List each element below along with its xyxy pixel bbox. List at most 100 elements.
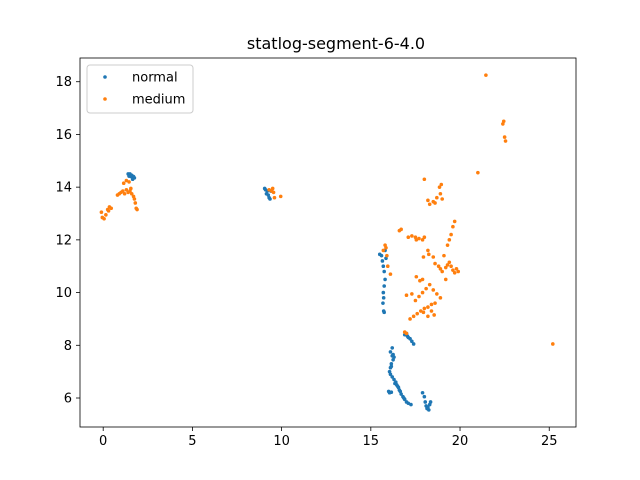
axes: 0 5 10 15 20 25 6 8 10 12 14 16 18: [55, 57, 577, 449]
point-medium-66: [442, 253, 446, 258]
point-medium-80: [433, 301, 437, 305]
point-normal-24: [381, 296, 386, 300]
point-medium-56: [438, 267, 443, 271]
point-normal-53: [406, 401, 411, 406]
point-medium-82: [417, 294, 421, 299]
point-normal-18: [380, 259, 385, 263]
point-normal-20: [382, 269, 387, 274]
axes-frame: [79, 57, 577, 428]
point-medium-45: [422, 235, 427, 240]
point-medium-71: [452, 219, 457, 224]
point-medium-84: [424, 286, 428, 291]
y-tick-label-1: 8: [64, 339, 72, 354]
point-medium-111: [502, 135, 507, 139]
point-medium-65: [456, 269, 461, 274]
point-medium-30: [278, 194, 283, 199]
point-normal-25: [381, 301, 385, 305]
point-medium-79: [429, 302, 434, 307]
chart-title: statlog-segment-6-4.0: [247, 34, 425, 53]
point-medium-13: [124, 187, 129, 192]
point-normal-6: [127, 174, 131, 178]
point-medium-24: [127, 180, 131, 184]
point-normal-54: [409, 402, 413, 407]
point-medium-34: [385, 253, 389, 258]
point-medium-37: [383, 243, 387, 247]
point-normal-7: [130, 177, 135, 182]
point-medium-36: [388, 272, 393, 276]
x-tick-label-4: 20: [452, 434, 469, 449]
point-medium-88: [438, 296, 443, 300]
point-medium-106: [404, 331, 409, 336]
point-medium-58: [443, 265, 448, 270]
point-medium-70: [451, 224, 455, 229]
point-medium-99: [438, 191, 443, 196]
point-medium-75: [415, 311, 420, 316]
x-tick-label-1: 5: [188, 434, 196, 449]
point-medium-103: [439, 182, 444, 187]
y-tick-label-2: 10: [55, 286, 72, 301]
y-tick-label-0: 6: [64, 392, 72, 407]
point-medium-12: [122, 191, 127, 196]
point-medium-73: [408, 317, 412, 321]
point-medium-49: [420, 277, 425, 282]
point-normal-33: [410, 339, 414, 344]
legend-label-medium: medium: [132, 93, 185, 108]
point-medium-50: [421, 255, 426, 259]
point-medium-76: [418, 309, 423, 313]
point-normal-60: [398, 389, 403, 394]
point-normal-64: [389, 390, 394, 395]
point-normal-59: [396, 385, 401, 390]
point-medium-46: [414, 238, 419, 242]
point-medium-77: [422, 306, 427, 311]
point-medium-57: [440, 269, 444, 274]
point-normal-23: [381, 290, 386, 295]
point-medium-67: [445, 243, 450, 247]
point-medium-112: [503, 139, 508, 143]
point-medium-31: [270, 186, 275, 191]
point-medium-16: [129, 191, 134, 196]
point-medium-0: [99, 210, 104, 214]
point-medium-32: [381, 248, 386, 253]
point-normal-37: [388, 350, 393, 354]
point-normal-21: [383, 277, 387, 282]
legend-marker-normal: [103, 75, 107, 79]
point-medium-21: [135, 207, 139, 212]
point-medium-91: [429, 309, 434, 313]
legend-label-normal: normal: [132, 71, 178, 86]
x-tick-label-0: 0: [99, 434, 107, 449]
point-medium-54: [433, 261, 437, 266]
point-medium-19: [133, 201, 138, 205]
point-normal-45: [392, 377, 396, 382]
point-medium-59: [445, 263, 450, 267]
point-medium-87: [435, 292, 439, 296]
legend: normal medium: [86, 64, 194, 114]
y-tick-label-6: 18: [55, 75, 72, 90]
legend-box: [86, 64, 194, 114]
point-medium-92: [432, 313, 436, 317]
point-normal-22: [382, 284, 387, 288]
point-medium-22: [121, 181, 126, 185]
series-normal: [126, 172, 433, 412]
point-medium-40: [406, 235, 411, 240]
point-medium-94: [421, 310, 426, 315]
point-medium-104: [422, 177, 427, 182]
point-medium-90: [410, 292, 414, 296]
point-medium-86: [431, 288, 436, 292]
point-medium-29: [272, 195, 277, 200]
y-tick-label-5: 16: [55, 128, 72, 143]
point-medium-53: [431, 255, 436, 259]
point-medium-25: [129, 186, 133, 191]
point-normal-56: [389, 364, 394, 369]
point-medium-113: [551, 342, 555, 346]
point-medium-39: [399, 227, 403, 232]
point-medium-69: [449, 232, 453, 237]
point-medium-81: [413, 298, 418, 303]
point-normal-73: [428, 400, 433, 404]
y-tick-label-3: 12: [55, 233, 72, 248]
point-medium-35: [385, 264, 390, 269]
point-medium-51: [426, 248, 430, 253]
point-medium-68: [447, 238, 452, 242]
x-tick-label-3: 15: [363, 434, 380, 449]
point-medium-89: [404, 293, 409, 298]
